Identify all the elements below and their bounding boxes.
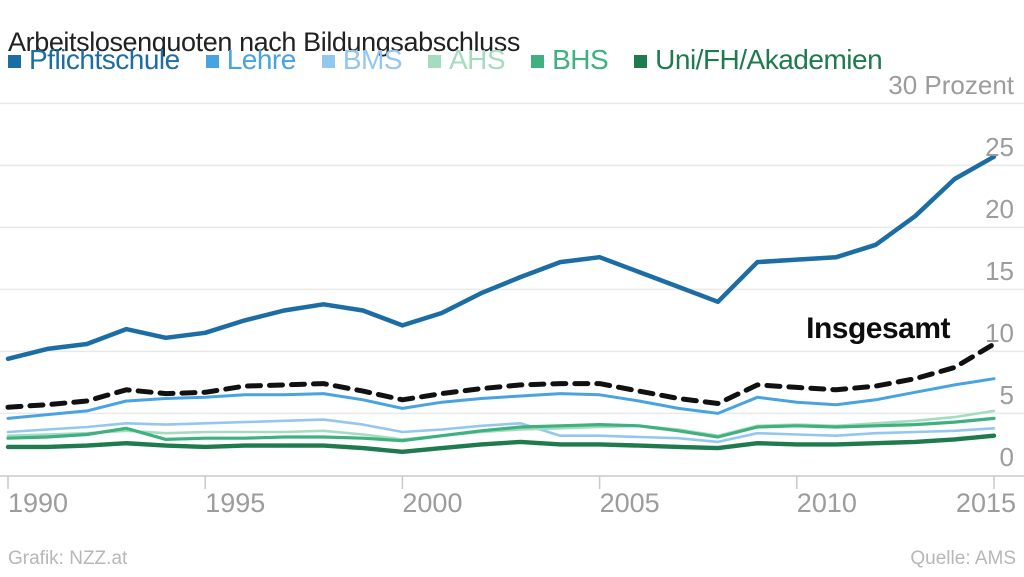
y-axis-label-30: 30 Prozent (888, 70, 1014, 101)
line-bhs (6, 416, 996, 443)
legend-swatch-ahs (428, 54, 441, 68)
axis (0, 475, 1024, 489)
y-axis-label-0: 0 (999, 442, 1014, 473)
legend-label-uni-fh-akademien: Uni/FH/Akademien (655, 44, 883, 75)
legend-label-ahs: AHS (449, 44, 506, 75)
legend-item-uni-fh-akademien: Uni/FH/Akademien (634, 44, 883, 76)
legend-swatch-lehre (205, 54, 219, 68)
line-uni-fh-akademien (5, 433, 997, 454)
insgesamt-line-label: Insgesamt (806, 312, 950, 345)
x-axis-label-2015: 2015 (955, 488, 1016, 518)
legend-label-pflichtschule: Pflichtschule (29, 44, 180, 75)
x-axis-label-1990: 1990 (8, 488, 69, 518)
legend-item-bms: BMS (321, 44, 403, 76)
legend-item-pflichtschule: Pflichtschule (8, 44, 180, 76)
line-pflichtschule (5, 154, 997, 362)
legend-item-ahs: AHS (428, 44, 506, 76)
legend-label-bhs: BHS (552, 44, 609, 75)
y-axis-label-15: 15 (985, 256, 1014, 287)
legend-swatch-uni-fh-akademien (634, 54, 648, 68)
legend: Pflichtschule Lehre BMS AHS BHS Uni/FH/Akadem… (8, 44, 1016, 76)
series-lines (5, 154, 997, 454)
footer-source: Quelle: AMS (910, 548, 1016, 569)
legend-swatch-bms (321, 54, 335, 68)
x-axis-label-2000: 2000 (402, 488, 463, 518)
footer-credit: Grafik: NZZ.at (8, 548, 128, 569)
line-bms (6, 418, 996, 444)
y-axis-label-5: 5 (999, 380, 1014, 411)
legend-item-lehre: Lehre (205, 44, 297, 76)
legend-item-bhs: BHS (531, 44, 609, 76)
line-insgesamt (5, 341, 997, 410)
y-axis-label-10: 10 (985, 318, 1014, 349)
line-lehre (6, 377, 996, 420)
legend-label-lehre: Lehre (226, 44, 297, 75)
legend-label-bms: BMS (342, 44, 403, 75)
gridlines (0, 102, 1024, 415)
page-title: Arbeitslosenquoten nach Bildungsabschlus… (8, 27, 520, 58)
legend-swatch-bhs (531, 54, 545, 68)
x-axis-label-1995: 1995 (205, 488, 266, 518)
x-axis-label-2010: 2010 (796, 488, 857, 518)
x-axis-label-2005: 2005 (599, 488, 660, 518)
legend-swatch-pflichtschule (8, 54, 21, 68)
y-axis-label-25: 25 (985, 132, 1014, 163)
y-axis-label-20: 20 (985, 194, 1014, 225)
